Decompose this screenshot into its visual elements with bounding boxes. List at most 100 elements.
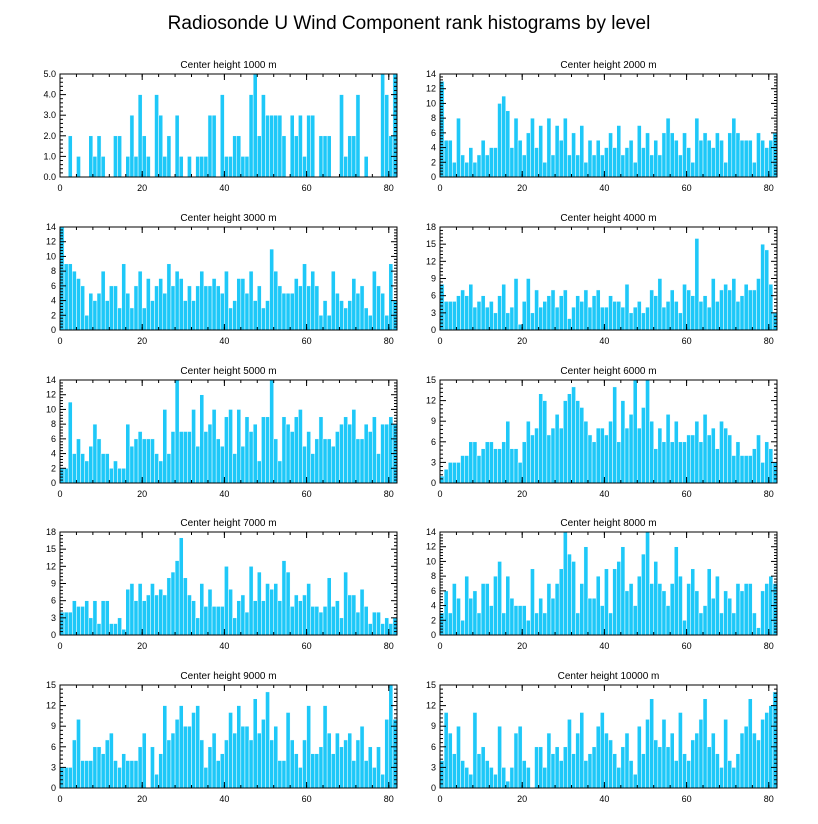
histogram-bar	[63, 767, 69, 789]
histogram-bar	[174, 270, 180, 331]
histogram-bar	[125, 292, 131, 331]
histogram-bar	[686, 583, 691, 636]
histogram-bar	[195, 285, 200, 331]
histogram-bar	[526, 420, 531, 484]
histogram-bar	[731, 767, 737, 789]
histogram-bar	[355, 94, 361, 178]
histogram-bar	[583, 420, 589, 484]
histogram-bar	[579, 712, 585, 789]
y-tick-label: 2	[51, 463, 56, 473]
histogram-bar	[600, 154, 605, 178]
histogram-bar	[113, 460, 118, 484]
y-tick-label: 10	[426, 98, 436, 108]
panel-title: Center height 5000 m	[180, 366, 276, 377]
histogram-bar	[546, 117, 552, 178]
plot-frame	[59, 379, 398, 484]
histogram-bar	[248, 270, 254, 331]
histogram-bar	[141, 307, 147, 331]
histogram-bar	[166, 453, 172, 484]
histogram-bar	[363, 156, 369, 178]
histogram-bar	[641, 553, 646, 636]
y-tick-label: 2.0	[43, 131, 56, 141]
histogram-bar	[661, 441, 667, 484]
histogram-bar	[649, 583, 654, 636]
histogram-bar	[343, 307, 348, 331]
histogram-bar	[715, 301, 720, 331]
histogram-bar	[595, 725, 601, 789]
histogram-bar	[657, 583, 663, 636]
histogram-bar	[261, 416, 266, 484]
histogram-bar	[72, 453, 77, 484]
histogram-bar	[505, 780, 511, 789]
y-tick-label: 14	[46, 375, 56, 385]
histogram-bar	[191, 300, 196, 331]
histogram-bar	[727, 434, 733, 484]
histogram-bar	[723, 590, 728, 636]
x-tick-label: 0	[57, 336, 62, 346]
histogram-bar	[359, 725, 365, 789]
histogram-bar	[526, 620, 531, 636]
histogram-bar	[203, 431, 209, 484]
histogram-bar	[273, 114, 279, 178]
histogram-bar	[554, 306, 560, 331]
y-tick-label: 0	[431, 325, 436, 335]
y-tick-label: 8	[431, 571, 436, 581]
histogram-bar	[203, 156, 209, 178]
y-tick-label: 12	[426, 256, 436, 266]
histogram-bar	[706, 568, 712, 636]
histogram-bar	[351, 760, 357, 789]
histogram-bar	[322, 438, 328, 484]
histogram-bar	[476, 753, 482, 789]
histogram-bar	[468, 283, 474, 331]
histogram-bar	[137, 746, 143, 789]
histogram-bar	[96, 292, 102, 331]
histogram-bar	[649, 698, 654, 789]
histogram-bar	[351, 594, 357, 636]
histogram-bar	[137, 431, 143, 484]
histogram-bar	[698, 301, 704, 331]
histogram-bar	[211, 114, 217, 178]
x-tick-label: 60	[302, 641, 312, 651]
histogram-bar	[641, 753, 646, 789]
histogram-bar	[464, 455, 470, 484]
histogram-bar	[686, 147, 691, 178]
histogram-bar	[620, 546, 626, 636]
histogram-bar	[669, 732, 675, 789]
histogram-bar	[302, 739, 307, 789]
histogram-bar	[583, 546, 589, 636]
histogram-bar	[388, 416, 394, 484]
histogram-bar	[330, 606, 336, 636]
panel-title: Center height 2000 m	[560, 60, 656, 71]
histogram-bar	[747, 455, 753, 484]
y-tick-label: 0	[51, 783, 56, 793]
histogram-bar	[359, 588, 365, 636]
histogram-bar	[443, 301, 449, 331]
y-tick-label: 1.0	[43, 151, 56, 161]
histogram-bar	[698, 719, 704, 789]
histogram-bar	[183, 725, 188, 789]
x-tick-label: 20	[517, 183, 527, 193]
histogram-bar	[199, 394, 205, 484]
histogram-bar	[641, 407, 646, 484]
x-tick-label: 80	[384, 641, 394, 651]
histogram-bar	[359, 285, 365, 331]
histogram-bar	[257, 135, 262, 178]
histogram-bar	[269, 379, 274, 484]
histogram-bar	[215, 438, 221, 484]
histogram-bar	[330, 270, 336, 331]
histogram-bar	[690, 568, 696, 636]
histogram-bar	[493, 774, 498, 789]
histogram-bar	[347, 300, 353, 331]
histogram-bar	[460, 154, 465, 178]
histogram-bar	[682, 753, 687, 789]
histogram-bar	[269, 114, 274, 178]
histogram-bar	[542, 301, 548, 331]
histogram-bar	[363, 423, 369, 484]
histogram-bar	[146, 438, 151, 484]
histogram-bar	[294, 135, 299, 178]
histogram-bar	[686, 434, 691, 484]
histogram-bar	[538, 306, 543, 331]
histogram-bar	[571, 132, 576, 178]
x-tick-label: 80	[384, 183, 394, 193]
y-tick-label: 2	[51, 310, 56, 320]
